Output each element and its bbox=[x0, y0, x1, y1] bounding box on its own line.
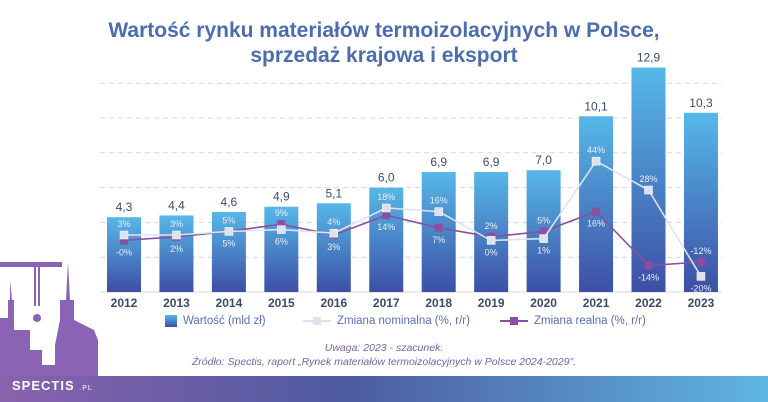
line-marker bbox=[696, 258, 705, 266]
bar-value-label: 4,3 bbox=[116, 200, 133, 214]
legend-label: Zmiana nominalna (%, r/r) bbox=[337, 315, 470, 327]
line-marker bbox=[120, 236, 128, 245]
line-marker bbox=[486, 236, 496, 245]
nominal-legend-marker bbox=[303, 317, 331, 325]
line-value-label: 5% bbox=[537, 215, 550, 225]
line-value-label: 2% bbox=[170, 244, 183, 254]
line-marker bbox=[277, 225, 286, 234]
line-value-label: 3% bbox=[170, 219, 183, 229]
bar-value-label: 6,9 bbox=[430, 155, 447, 169]
line-value-label: 14% bbox=[377, 222, 395, 232]
bar-legend-swatch bbox=[165, 315, 177, 327]
x-tick-label: 2021 bbox=[583, 296, 610, 310]
real-legend-marker bbox=[500, 317, 528, 325]
line-marker bbox=[644, 185, 653, 195]
bar bbox=[264, 206, 299, 292]
line-marker bbox=[591, 156, 601, 166]
bar-value-label: 10,3 bbox=[689, 96, 713, 110]
x-tick-label: 2018 bbox=[425, 296, 452, 310]
bar bbox=[474, 171, 509, 292]
bar-value-label: 10,1 bbox=[584, 99, 608, 113]
line-marker bbox=[539, 227, 548, 236]
line-marker bbox=[172, 230, 181, 240]
bar-value-label: 4,4 bbox=[168, 198, 185, 212]
bar-value-label: 12,9 bbox=[637, 51, 661, 65]
footer-band bbox=[0, 376, 768, 402]
chart-note: Uwaga: 2023 - szacunek. bbox=[324, 342, 444, 354]
line-value-label: 7% bbox=[432, 235, 445, 245]
bar bbox=[421, 171, 456, 292]
line-value-label: 3% bbox=[327, 242, 340, 252]
line-marker bbox=[434, 223, 443, 232]
bar-value-label: 6,9 bbox=[483, 155, 500, 169]
line-value-label: 44% bbox=[587, 145, 605, 155]
line-marker bbox=[592, 207, 601, 216]
bar bbox=[316, 203, 351, 292]
line-value-label: 16% bbox=[430, 196, 448, 206]
line-marker bbox=[539, 234, 548, 243]
line-nominal bbox=[124, 160, 702, 277]
line-value-label: 6% bbox=[275, 237, 288, 247]
x-tick-label: 2020 bbox=[530, 296, 557, 310]
line-marker bbox=[382, 211, 391, 220]
x-tick-label: 2014 bbox=[216, 296, 243, 310]
line-value-label: 16% bbox=[587, 219, 605, 229]
legend-item-real: Zmiana realna (%, r/r) bbox=[500, 315, 646, 327]
line-value-label: 9% bbox=[275, 208, 288, 218]
chart-title: Wartość rynku materiałów termoizolacyjny… bbox=[0, 18, 768, 68]
line-marker bbox=[382, 203, 391, 213]
line-value-label: -14% bbox=[638, 273, 659, 283]
bar bbox=[107, 217, 141, 292]
line-marker bbox=[277, 220, 286, 229]
legend-label: Zmiana realna (%, r/r) bbox=[534, 315, 646, 327]
line-value-label: 5% bbox=[222, 215, 235, 225]
x-tick-label: 2022 bbox=[635, 296, 662, 310]
x-tick-label: 2016 bbox=[320, 296, 347, 310]
line-value-label: -12% bbox=[690, 246, 711, 256]
legend-label: Wartość (mld zł) bbox=[183, 315, 266, 327]
bar-value-label: 7,0 bbox=[535, 153, 552, 167]
line-marker bbox=[434, 207, 443, 216]
line-value-label: 28% bbox=[639, 174, 657, 184]
line-value-label: -20% bbox=[690, 283, 711, 293]
line-value-label: 18% bbox=[377, 192, 395, 202]
line-marker bbox=[224, 227, 234, 236]
x-tick-label: 2019 bbox=[478, 296, 505, 310]
line-value-label: 5% bbox=[222, 238, 235, 248]
legend-item-bars: Wartość (mld zł) bbox=[165, 315, 266, 327]
line-value-label: -0% bbox=[116, 247, 132, 257]
legend-item-nominal: Zmiana nominalna (%, r/r) bbox=[303, 315, 470, 327]
title-line-1: Wartość rynku materiałów termoizolacyjny… bbox=[108, 19, 660, 42]
x-tick-label: 2023 bbox=[688, 296, 715, 310]
x-tick-label: 2015 bbox=[268, 296, 295, 310]
line-marker bbox=[329, 228, 339, 238]
bar bbox=[579, 116, 614, 292]
bar-value-label: 6,0 bbox=[378, 171, 395, 185]
line-value-label: 0% bbox=[485, 247, 498, 257]
chart-source: Źródło: Spectis, raport „Rynek materiałó… bbox=[191, 356, 577, 368]
line-marker bbox=[644, 261, 653, 270]
x-tick-label: 2017 bbox=[373, 296, 400, 310]
city-skyline-illustration bbox=[0, 262, 98, 402]
bar-value-label: 4,9 bbox=[273, 190, 290, 204]
line-value-label: 3% bbox=[117, 219, 130, 229]
spectis-logo: SPECTIS .PL bbox=[12, 378, 93, 393]
bar-value-label: 5,1 bbox=[325, 186, 342, 200]
line-value-label: 2% bbox=[485, 221, 498, 231]
bar bbox=[159, 215, 194, 292]
bar-value-label: 4,6 bbox=[221, 195, 238, 209]
title-line-2: sprzedaż krajowa i eksport bbox=[250, 44, 518, 67]
x-tick-label: 2013 bbox=[163, 296, 190, 310]
bar bbox=[211, 211, 246, 292]
line-marker bbox=[119, 230, 129, 240]
bar bbox=[369, 187, 404, 292]
line-marker bbox=[696, 272, 706, 281]
line-value-label: 4% bbox=[327, 217, 340, 227]
x-tick-label: 2012 bbox=[111, 296, 138, 310]
line-value-label: 1% bbox=[537, 246, 550, 256]
